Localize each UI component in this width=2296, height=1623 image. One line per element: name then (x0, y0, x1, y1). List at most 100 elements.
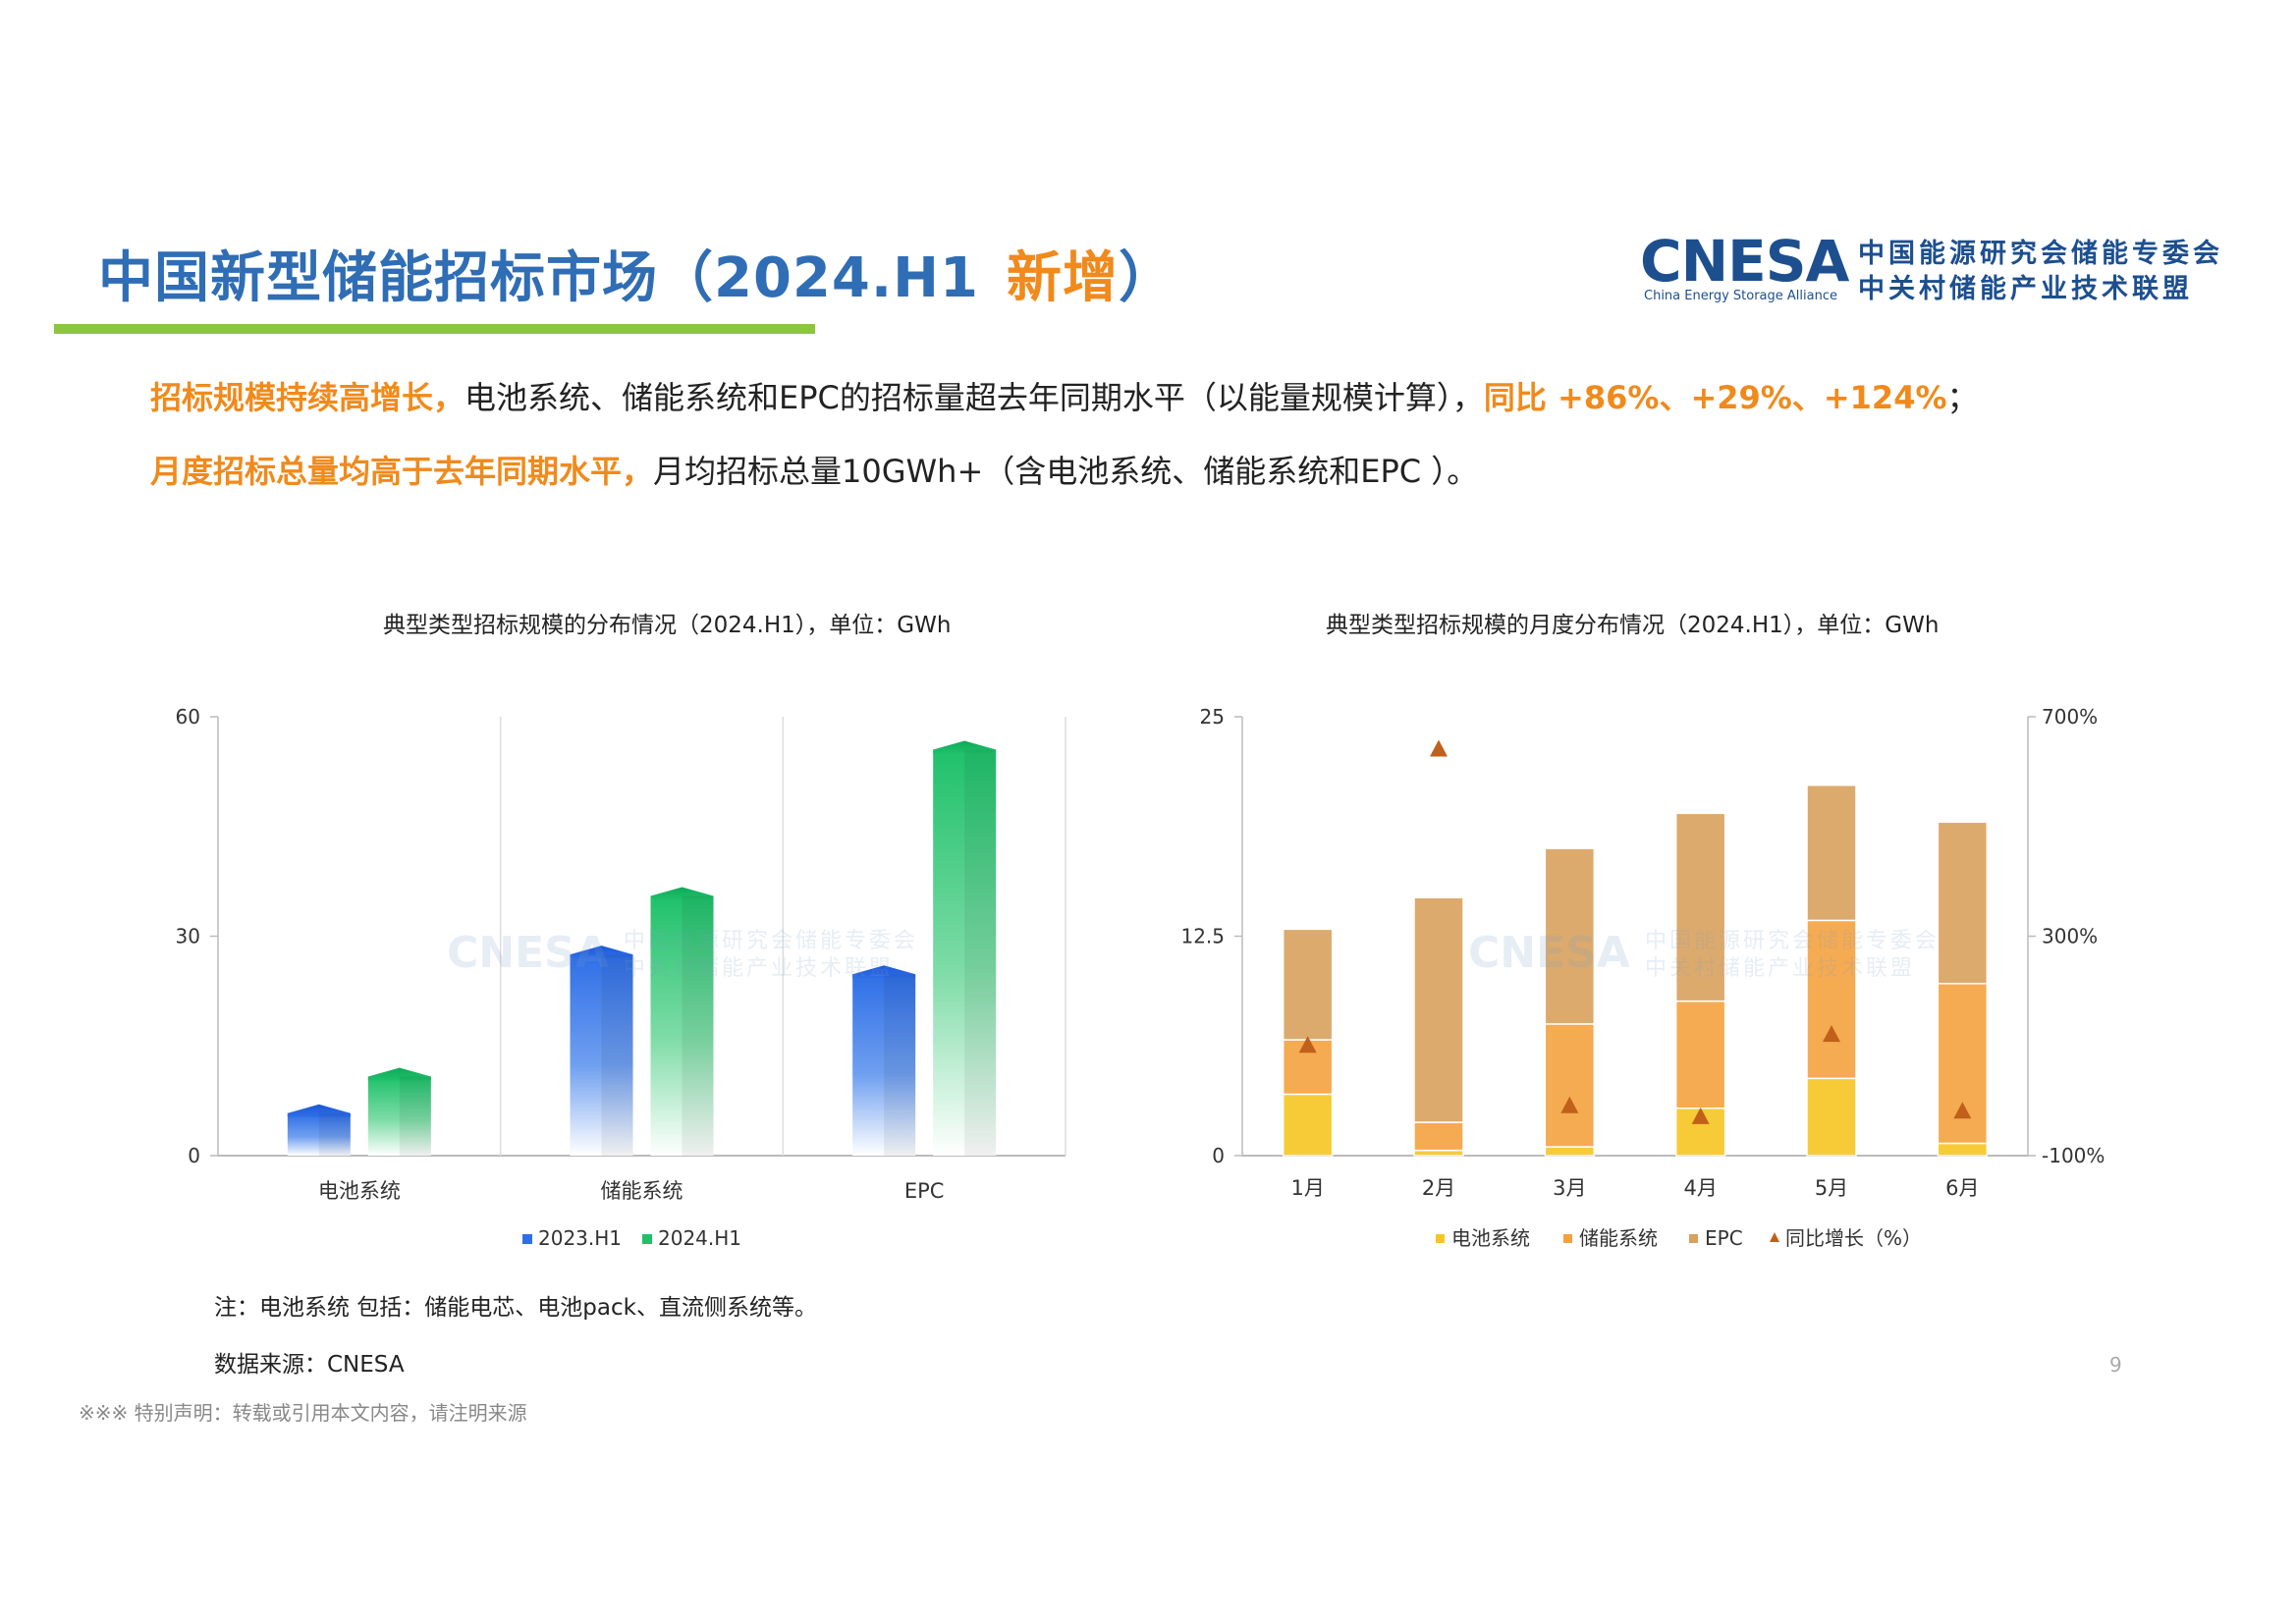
chart2-y2-tick-label: -100% (2042, 1144, 2105, 1167)
chart1-legend-swatch (642, 1234, 652, 1244)
chart2-legend-label: 同比增长（%） (1785, 1226, 1922, 1250)
summary-2-highlight: 月度招标总量均高于去年同期水平， (150, 453, 654, 490)
bar-2024h1 (650, 895, 714, 1156)
bar-storage-system (1806, 919, 1857, 1080)
bar-storage-system (1413, 1121, 1464, 1152)
bar-2024h1-shade (964, 749, 997, 1156)
title-underline (54, 324, 815, 334)
watermark-right: CNESA 中国能源研究会储能专委会 中关村储能产业技术联盟 (1468, 928, 1940, 983)
logo-cn-line2: 中关村储能产业技术联盟 (1858, 274, 2193, 304)
note-battery-system: 注：电池系统 包括：储能电芯、电池pack、直流侧系统等。 (214, 1295, 817, 1321)
chart2-title: 典型类型招标规模的月度分布情况（2024.H1），单位：GWh (1326, 613, 1940, 638)
summary-1-growth: 同比 +86%、+29%、+124% (1483, 379, 1947, 416)
page-number: 9 (2109, 1353, 2122, 1377)
bar-battery-system (1282, 1093, 1334, 1157)
bar-2024h1-top (933, 740, 997, 754)
bar-battery-system (1413, 1149, 1464, 1157)
chart1-y-tick-label: 0 (188, 1144, 200, 1167)
yoy-growth-marker (1560, 1096, 1579, 1113)
yoy-growth-marker (1430, 739, 1448, 757)
bar-2023h1 (287, 1112, 351, 1156)
bar-2023h1-top (287, 1104, 351, 1117)
chart2-legend-swatch (1563, 1234, 1572, 1243)
chart2-y2-tick-label: 700% (2042, 705, 2098, 729)
watermark-left-main: CNESA (447, 928, 609, 978)
watermark-right-main: CNESA (1468, 928, 1630, 978)
chart2-legend-label: 电池系统 (1451, 1226, 1530, 1250)
yoy-growth-marker (1823, 1025, 1840, 1043)
bar-battery-system (1937, 1142, 1989, 1157)
bar-storage-system (1937, 983, 1989, 1145)
chart2-y-tick-label: 12.5 (1180, 925, 1225, 948)
bar-epc (1413, 896, 1464, 1123)
data-source: 数据来源：CNESA (214, 1352, 405, 1378)
bar-2024h1-shade (399, 1076, 431, 1156)
chart2-legend-label: 储能系统 (1579, 1226, 1658, 1250)
chart1-legend-label: 2023.H1 (538, 1226, 622, 1250)
chart2-x-tick-label: 3月 (1553, 1176, 1586, 1200)
chart1-x-tick-label: EPC (904, 1179, 945, 1203)
title-highlight: 新增 (1006, 246, 1119, 310)
chart2-x-tick-label: 6月 (1945, 1176, 1979, 1200)
chart1-y-tick-label: 60 (176, 705, 200, 729)
chart2-legend-swatch (1770, 1232, 1779, 1242)
page-title: 中国新型储能招标市场（2024.H1 新增） (98, 234, 1175, 313)
bar-storage-system (1674, 1000, 1726, 1109)
chart2-legend-label: EPC (1705, 1226, 1743, 1250)
bar-epc (1544, 847, 1596, 1025)
chart1-title: 典型类型招标规模的分布情况（2024.H1），单位：GWh (383, 613, 952, 638)
title-close: ） (1118, 246, 1175, 310)
chart2-y2-tick-label: 300% (2042, 925, 2098, 948)
bar-2024h1-shade (682, 895, 714, 1156)
watermark-right-cn1: 中国能源研究会储能专委会 (1645, 929, 1941, 953)
bar-2024h1 (933, 749, 997, 1156)
chart2-legend-swatch (1436, 1234, 1445, 1243)
chart2-y-tick-label: 0 (1212, 1144, 1225, 1167)
yoy-growth-marker (1691, 1107, 1710, 1124)
chart1-legend-swatch (522, 1234, 532, 1244)
title-main: 中国新型储能招标市场（2024.H1 (98, 246, 979, 310)
bar-epc (1937, 821, 1989, 985)
chart2-x-tick-label: 2月 (1422, 1176, 1455, 1200)
chart1-y-tick-label: 30 (176, 925, 200, 948)
watermark-left: CNESA 中国能源研究会储能专委会 中关村储能产业技术联盟 (447, 928, 918, 983)
chart2-x-tick-label: 5月 (1815, 1176, 1848, 1200)
bar-epc (1674, 812, 1726, 1002)
bar-2023h1-shade (601, 954, 633, 1156)
watermark-left-cn2: 中关村储能产业技术联盟 (624, 956, 895, 981)
bar-2024h1-top (650, 887, 714, 900)
bar-2023h1-top (570, 946, 633, 959)
watermark-right-cn2: 中关村储能产业技术联盟 (1645, 956, 1916, 981)
bar-2024h1 (367, 1076, 431, 1156)
summary-1-end: ； (1946, 379, 1979, 416)
bar-2023h1-shade (318, 1112, 351, 1156)
summary-2-text: 月均招标总量10GWh+（含电池系统、储能系统和EPC ）。 (653, 453, 1479, 490)
logo-cn-line1: 中国能源研究会储能专委会 (1858, 239, 2223, 269)
watermark-left-cn1: 中国能源研究会储能专委会 (624, 929, 919, 953)
chart2-x-tick-label: 4月 (1683, 1176, 1717, 1200)
logo-sub-text: China Energy Storage Alliance (1644, 289, 1837, 303)
summary-line-1: 招标规模持续高增长，电池系统、储能系统和EPC的招标量超去年同期水平（以能量规模… (150, 373, 1979, 418)
logo-main-text: CNESA (1640, 228, 1849, 295)
summary-line-2: 月度招标总量均高于去年同期水平，月均招标总量10GWh+（含电池系统、储能系统和… (150, 447, 1478, 492)
summary-1-text: 电池系统、储能系统和EPC的招标量超去年同期水平（以能量规模计算）， (465, 379, 1484, 416)
bar-2024h1-top (367, 1067, 431, 1081)
bar-epc (1806, 784, 1857, 922)
chart1-x-tick-label: 储能系统 (601, 1179, 683, 1203)
chart1-svg: 0 30 60 电池系统 储能系统 EPC 2023.H1 2024.H1 (176, 705, 1066, 1250)
yoy-growth-marker (1953, 1102, 1972, 1119)
bar-epc (1282, 928, 1334, 1041)
yoy-growth-marker (1298, 1036, 1317, 1054)
bar-storage-system (1544, 1023, 1596, 1148)
disclaimer: ※※※ 特别声明：转载或引用本文内容，请注明来源 (79, 1401, 527, 1425)
cnesa-logo: CNESA China Energy Storage Alliance 中国能源… (1640, 228, 2229, 306)
bar-2023h1 (570, 954, 633, 1156)
bar-2023h1-shade (884, 974, 916, 1156)
summary-1-highlight: 招标规模持续高增长， (150, 379, 465, 416)
chart2-y-tick-label: 25 (1200, 705, 1225, 729)
chart1-legend-label: 2024.H1 (658, 1226, 741, 1250)
bar-2023h1-top (852, 965, 916, 979)
bar-battery-system (1544, 1146, 1596, 1157)
chart1-x-tick-label: 电池系统 (318, 1179, 401, 1203)
bar-battery-system (1806, 1077, 1857, 1157)
